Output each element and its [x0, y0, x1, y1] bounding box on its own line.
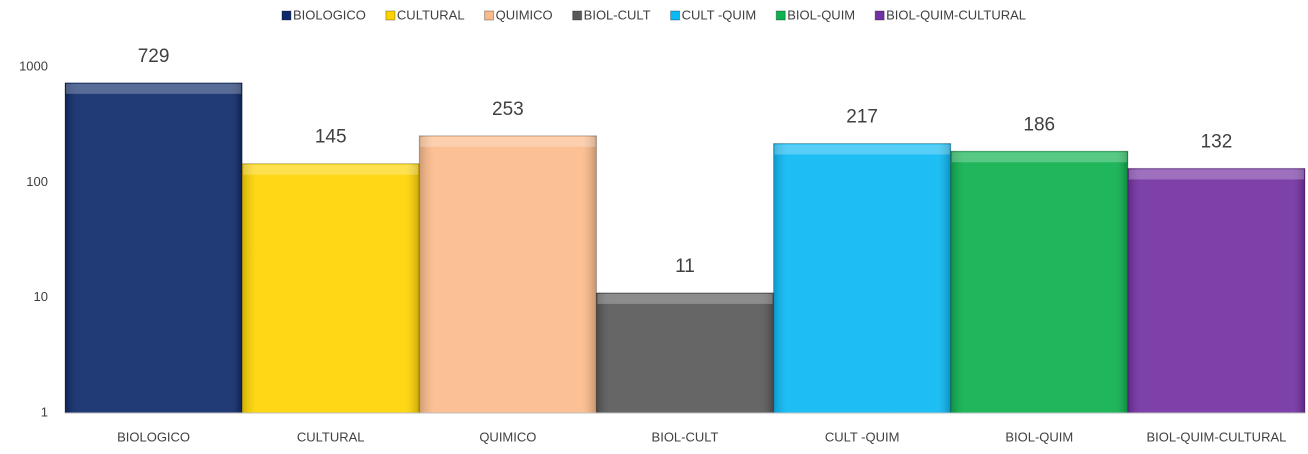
data-label: 145 [315, 127, 347, 148]
legend-swatch [385, 10, 396, 21]
bar [418, 135, 597, 414]
y-tick-label: 100 [26, 174, 48, 189]
legend-label: QUIMICO [496, 7, 553, 22]
y-tick-label: 1 [41, 404, 48, 419]
bar-top-bevel [243, 164, 419, 175]
x-tick-label: BIOL-CULT [652, 429, 719, 444]
data-label: 132 [1201, 131, 1233, 152]
bar [64, 82, 243, 414]
bar-top-bevel [597, 293, 773, 304]
legend-label: BIOL-QUIM [787, 7, 855, 22]
legend: BIOLOGICO CULTURAL QUIMICO BIOL-CULT CULT -Q… [281, 7, 1026, 22]
x-tick-label: BIOLOGICO [117, 429, 190, 444]
legend-label: CULTURAL [397, 7, 465, 22]
y-tick-label: 1000 [19, 58, 48, 73]
legend-label: BIOLOGICO [293, 7, 366, 22]
legend-label: BIOL-QUIM-CULTURAL [886, 7, 1026, 22]
data-label: 186 [1023, 114, 1055, 135]
legend-swatch [775, 10, 786, 21]
bar [773, 143, 952, 414]
bar [950, 150, 1129, 414]
y-tick-label: 10 [34, 289, 48, 304]
legend-swatch [670, 10, 681, 21]
x-tick-label: BIOL-QUIM [1005, 429, 1073, 444]
bar-top-bevel [774, 144, 950, 155]
data-label: 11 [675, 256, 695, 277]
legend-swatch [572, 10, 583, 21]
x-tick-label: BIOL-QUIM-CULTURAL [1146, 429, 1286, 444]
data-label: 217 [846, 107, 878, 128]
legend-swatch [281, 10, 292, 21]
data-label: 729 [138, 46, 170, 67]
bar [1127, 167, 1306, 414]
bar-top-bevel [1128, 169, 1304, 180]
bar-top-bevel [420, 136, 596, 147]
legend-label: BIOL-CULT [584, 7, 651, 22]
x-tick-label: QUIMICO [479, 429, 536, 444]
bar [595, 292, 775, 414]
bar-top-bevel [951, 152, 1127, 163]
x-tick-label: CULT -QUIM [825, 429, 900, 444]
legend-swatch [874, 10, 885, 21]
bar-top-bevel [66, 83, 242, 94]
data-label: 253 [492, 99, 524, 120]
bar [241, 163, 420, 414]
legend-label: CULT -QUIM [682, 7, 757, 22]
legend-swatch [484, 10, 495, 21]
x-tick-label: CULTURAL [297, 429, 365, 444]
